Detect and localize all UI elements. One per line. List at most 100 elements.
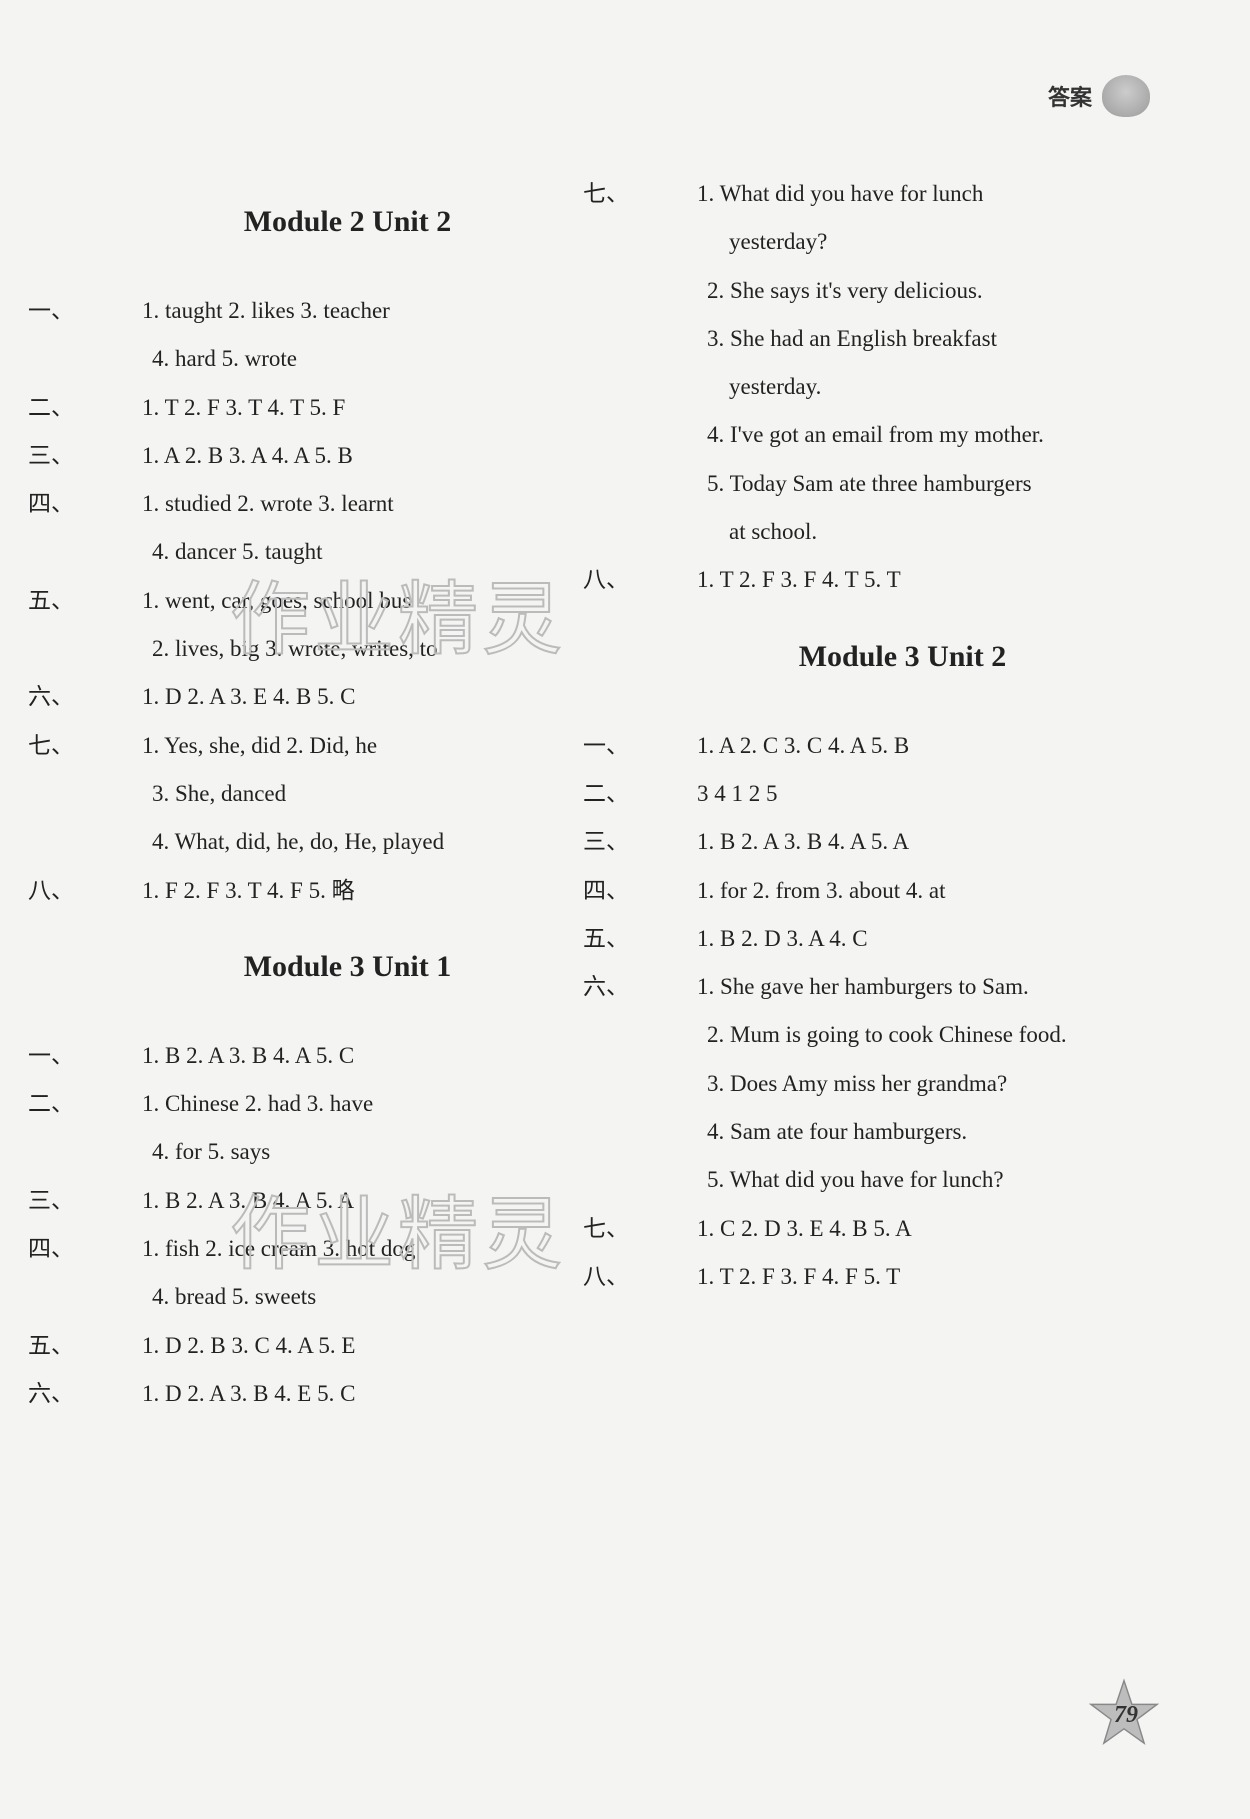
- section-number: 六、: [645, 963, 697, 1011]
- answer-text: 4. for 5. says: [90, 1128, 605, 1176]
- page-root: 答案 作业精灵 作业精灵 Module 2 Unit 2 一、1. taught…: [0, 0, 1250, 1819]
- answer-text: 4. I've got an email from my mother.: [645, 411, 1160, 459]
- answer-line: 二、3 4 1 2 5: [645, 770, 1160, 818]
- answer-text: yesterday?: [645, 218, 1160, 266]
- answer-text: 1. D 2. A 3. E 4. B 5. C: [142, 684, 355, 709]
- answer-text: 1. T 2. F 3. F 4. T 5. T: [697, 567, 901, 592]
- answer-line: 六、1. She gave her hamburgers to Sam.: [645, 963, 1160, 1011]
- section-number: 二、: [90, 1080, 142, 1128]
- heading-m2u2: Module 2 Unit 2: [90, 190, 605, 253]
- answer-line: 二、1. Chinese 2. had 3. have: [90, 1080, 605, 1128]
- answer-text: 5. What did you have for lunch?: [645, 1156, 1160, 1204]
- answer-text: 3. She had an English breakfast: [645, 315, 1160, 363]
- answer-text: 3 4 1 2 5: [697, 781, 778, 806]
- answer-line: 八、1. T 2. F 3. F 4. T 5. T: [645, 556, 1160, 604]
- answer-line: 五、1. D 2. B 3. C 4. A 5. E: [90, 1322, 605, 1370]
- header-icon: [1102, 75, 1150, 117]
- answer-text: 4. What, did, he, do, He, played: [90, 818, 605, 866]
- left-column: Module 2 Unit 2 一、1. taught 2. likes 3. …: [90, 170, 605, 1418]
- section-number: 五、: [645, 915, 697, 963]
- section-number: 四、: [90, 480, 142, 528]
- answer-text: 3. Does Amy miss her grandma?: [645, 1060, 1160, 1108]
- answer-text: 4. Sam ate four hamburgers.: [645, 1108, 1160, 1156]
- answer-line: 一、1. taught 2. likes 3. teacher: [90, 287, 605, 335]
- answer-line: 四、1. studied 2. wrote 3. learnt: [90, 480, 605, 528]
- answer-text: at school.: [645, 508, 1160, 556]
- answer-line: 八、1. T 2. F 3. F 4. F 5. T: [645, 1253, 1160, 1301]
- heading-m3u1: Module 3 Unit 1: [90, 935, 605, 998]
- answer-text: 1. A 2. B 3. A 4. A 5. B: [142, 443, 353, 468]
- answer-line: 三、1. B 2. A 3. B 4. A 5. A: [645, 818, 1160, 866]
- section-number: 六、: [90, 1370, 142, 1418]
- answer-text: 1. D 2. B 3. C 4. A 5. E: [142, 1333, 355, 1358]
- section-number: 三、: [645, 818, 697, 866]
- answer-text: 1. B 2. A 3. B 4. A 5. A: [697, 829, 909, 854]
- answer-line: 三、1. B 2. A 3. B 4. A 5. A: [90, 1177, 605, 1225]
- answer-text: 1. A 2. C 3. C 4. A 5. B: [697, 733, 909, 758]
- section-number: 一、: [90, 1032, 142, 1080]
- answer-line: 二、1. T 2. F 3. T 4. T 5. F: [90, 384, 605, 432]
- answer-text: 2. She says it's very delicious.: [645, 267, 1160, 315]
- right-column: 七、1. What did you have for lunch yesterd…: [645, 170, 1160, 1418]
- section-number: 七、: [645, 170, 697, 218]
- answer-line: 四、1. for 2. from 3. about 4. at: [645, 867, 1160, 915]
- answer-text: 1. She gave her hamburgers to Sam.: [697, 974, 1029, 999]
- answer-line: 四、1. fish 2. ice cream 3. hot dog: [90, 1225, 605, 1273]
- section-number: 一、: [645, 722, 697, 770]
- answer-text: 1. B 2. A 3. B 4. A 5. C: [142, 1043, 354, 1068]
- section-number: 五、: [90, 577, 142, 625]
- answer-text: 4. bread 5. sweets: [90, 1273, 605, 1321]
- answer-text: 1. fish 2. ice cream 3. hot dog: [142, 1236, 415, 1261]
- answer-text: 1. B 2. D 3. A 4. C: [697, 926, 868, 951]
- answer-text: 2. lives, big 3. wrote, writes, to: [90, 625, 605, 673]
- answer-text: 1. F 2. F 3. T 4. F 5. 略: [142, 878, 355, 903]
- section-number: 三、: [90, 432, 142, 480]
- answer-text: 4. dancer 5. taught: [90, 528, 605, 576]
- section-number: 八、: [645, 556, 697, 604]
- section-number: 七、: [645, 1205, 697, 1253]
- section-number: 七、: [90, 722, 142, 770]
- answer-line: 七、1. Yes, she, did 2. Did, he: [90, 722, 605, 770]
- answer-text: 1. B 2. A 3. B 4. A 5. A: [142, 1188, 354, 1213]
- answer-text: 1. Chinese 2. had 3. have: [142, 1091, 373, 1116]
- answer-text: 1. for 2. from 3. about 4. at: [697, 878, 945, 903]
- section-number: 二、: [645, 770, 697, 818]
- answer-text: 1. What did you have for lunch: [697, 181, 983, 206]
- answer-line: 一、1. B 2. A 3. B 4. A 5. C: [90, 1032, 605, 1080]
- answer-text: 3. She, danced: [90, 770, 605, 818]
- answer-text: 1. D 2. A 3. B 4. E 5. C: [142, 1381, 355, 1406]
- answer-text: 2. Mum is going to cook Chinese food.: [645, 1011, 1160, 1059]
- answer-text: 1. studied 2. wrote 3. learnt: [142, 491, 394, 516]
- answer-line: 五、1. went, car, goes, school bus: [90, 577, 605, 625]
- answer-line: 七、1. C 2. D 3. E 4. B 5. A: [645, 1205, 1160, 1253]
- answer-text: 1. taught 2. likes 3. teacher: [142, 298, 390, 323]
- answer-text: yesterday.: [645, 363, 1160, 411]
- answer-line: 三、1. A 2. B 3. A 4. A 5. B: [90, 432, 605, 480]
- answer-text: 1. went, car, goes, school bus: [142, 588, 411, 613]
- answer-line: 六、1. D 2. A 3. B 4. E 5. C: [90, 1370, 605, 1418]
- answer-text: 1. T 2. F 3. T 4. T 5. F: [142, 395, 345, 420]
- section-number: 四、: [90, 1225, 142, 1273]
- section-number: 四、: [645, 867, 697, 915]
- section-number: 一、: [90, 287, 142, 335]
- answer-text: 1. Yes, she, did 2. Did, he: [142, 733, 377, 758]
- answer-text: 4. hard 5. wrote: [90, 335, 605, 383]
- section-number: 六、: [90, 673, 142, 721]
- header-label: 答案: [1048, 80, 1092, 112]
- answer-line: 五、1. B 2. D 3. A 4. C: [645, 915, 1160, 963]
- section-number: 五、: [90, 1322, 142, 1370]
- header: 答案: [1048, 75, 1150, 117]
- section-number: 二、: [90, 384, 142, 432]
- section-number: 八、: [645, 1253, 697, 1301]
- section-number: 八、: [90, 867, 142, 915]
- answer-text: 1. C 2. D 3. E 4. B 5. A: [697, 1216, 912, 1241]
- heading-m3u2: Module 3 Unit 2: [645, 625, 1160, 688]
- answer-line: 七、1. What did you have for lunch: [645, 170, 1160, 218]
- content-columns: Module 2 Unit 2 一、1. taught 2. likes 3. …: [90, 170, 1160, 1418]
- answer-text: 5. Today Sam ate three hamburgers: [645, 460, 1160, 508]
- section-number: 三、: [90, 1177, 142, 1225]
- answer-text: 1. T 2. F 3. F 4. F 5. T: [697, 1264, 900, 1289]
- page-number: 79: [1114, 1702, 1138, 1729]
- answer-line: 一、1. A 2. C 3. C 4. A 5. B: [645, 722, 1160, 770]
- answer-line: 六、1. D 2. A 3. E 4. B 5. C: [90, 673, 605, 721]
